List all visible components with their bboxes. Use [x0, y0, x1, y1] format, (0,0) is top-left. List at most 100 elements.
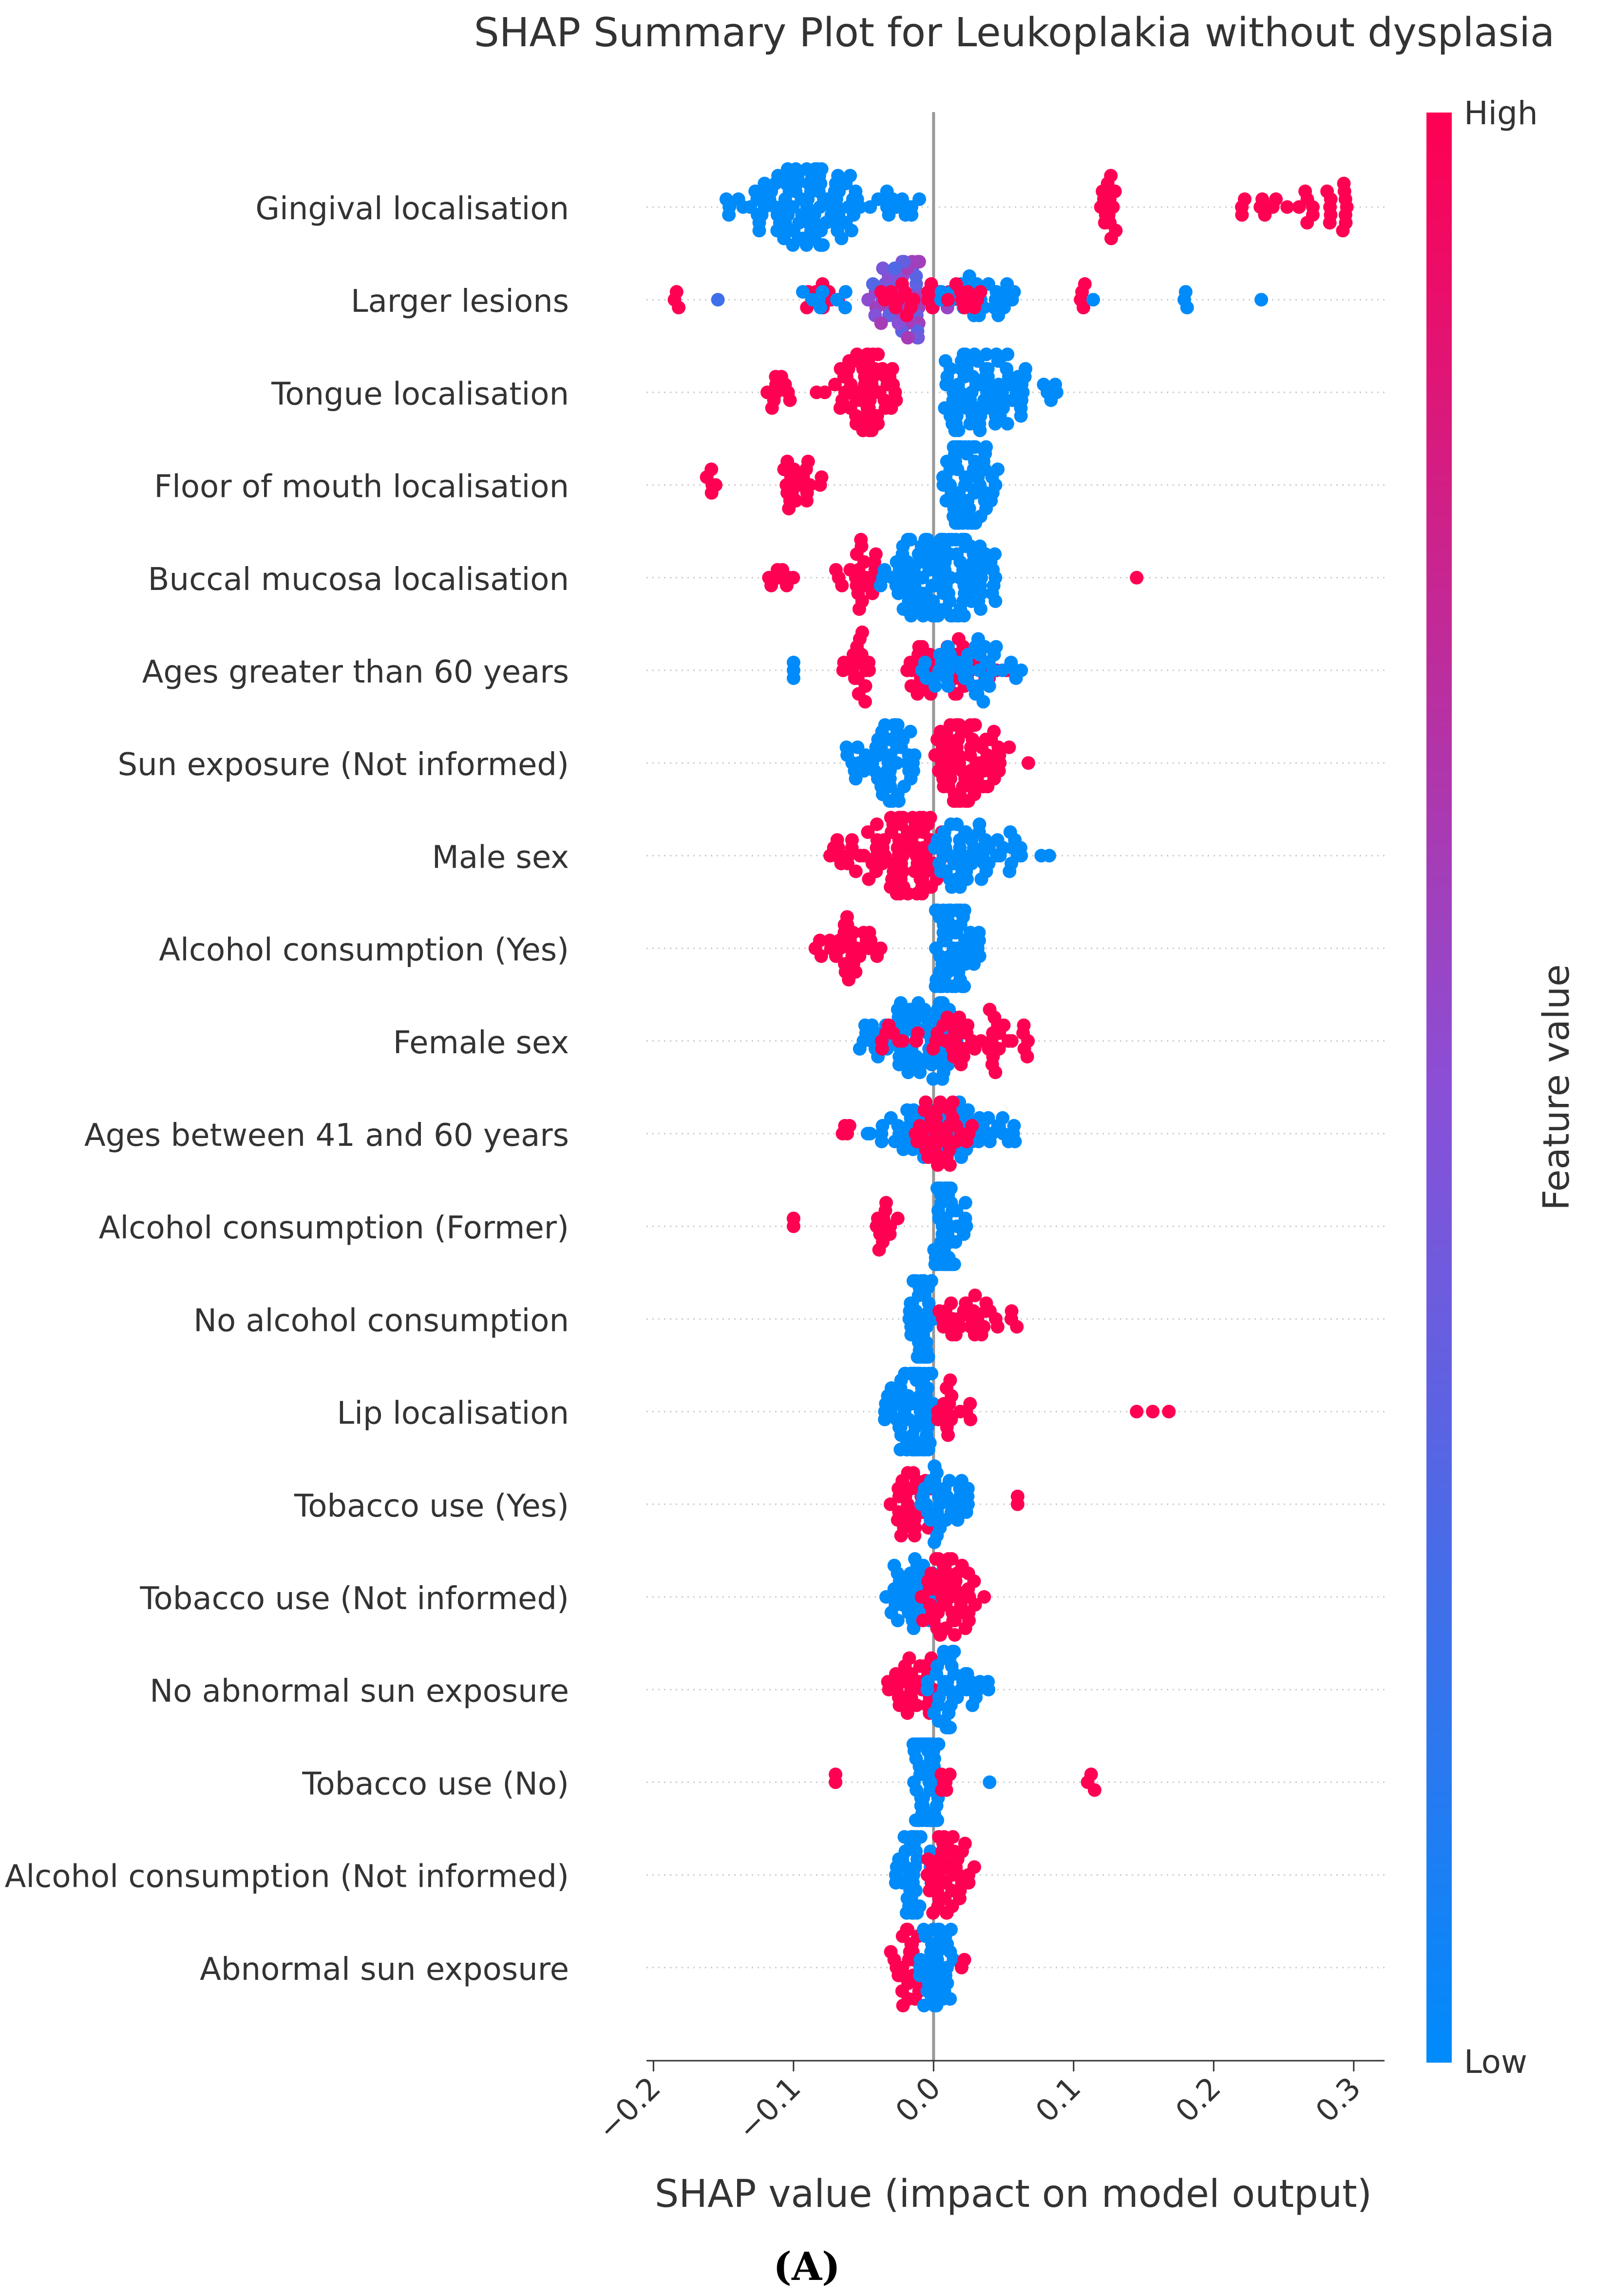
shap-point: [704, 486, 719, 500]
row-gridlines: [646, 206, 1385, 1969]
shap-point: [878, 718, 892, 732]
shap-point: [961, 1103, 975, 1117]
shap-point: [889, 301, 903, 315]
shap-point: [962, 269, 976, 283]
shap-point: [909, 1274, 923, 1288]
shap-point: [1014, 409, 1028, 423]
shap-point: [828, 378, 842, 392]
shap-point: [1011, 370, 1025, 384]
shap-point: [911, 687, 925, 701]
feature-label: Larger lesions: [351, 284, 569, 320]
shap-point: [760, 385, 774, 399]
shap-point: [919, 1095, 933, 1109]
shap-point: [1017, 1018, 1031, 1032]
shap-point: [937, 1645, 951, 1659]
shap-point: [947, 1645, 961, 1659]
shap-point: [936, 470, 950, 484]
shap-point: [892, 1968, 906, 1982]
shap-point: [948, 423, 962, 437]
shap-point: [871, 192, 885, 206]
shap-point: [731, 192, 745, 206]
shap-point: [1337, 176, 1351, 190]
shap-point: [944, 903, 958, 917]
shap-point: [853, 1042, 867, 1056]
shap-point: [719, 192, 733, 206]
dot-layer: [667, 162, 1354, 2012]
shap-point: [949, 277, 963, 291]
shap-point: [937, 825, 951, 839]
shap-point: [964, 539, 978, 553]
shap-point: [958, 301, 972, 315]
shap-point: [949, 979, 963, 993]
shap-point: [941, 1257, 955, 1271]
shap-point: [976, 695, 990, 709]
feature-label: Alcohol consumption (Former): [99, 1210, 569, 1246]
shap-point: [869, 547, 883, 561]
shap-point: [983, 1003, 997, 1017]
shap-point: [923, 1883, 937, 1898]
shap-point: [928, 679, 942, 693]
shap-point: [971, 1135, 986, 1149]
shap-point: [989, 640, 1003, 654]
shap-point: [858, 1018, 872, 1032]
shap-point: [924, 1513, 937, 1527]
shap-point: [941, 293, 955, 307]
shap-point: [900, 1442, 913, 1457]
shap-point: [1178, 285, 1193, 299]
shap-point: [931, 1922, 945, 1936]
shap-point: [943, 1373, 957, 1387]
shap-point: [908, 1529, 922, 1543]
shap-point: [844, 224, 858, 238]
shap-point: [932, 1830, 946, 1844]
shap-point: [897, 1830, 911, 1844]
shap-point: [780, 455, 795, 469]
shap-point: [910, 602, 924, 616]
shap-point: [892, 1698, 907, 1712]
shap-point: [861, 825, 875, 839]
shap-point: [990, 1320, 1005, 1334]
shap-point: [850, 578, 864, 592]
shap-point: [996, 841, 1010, 855]
shap-point: [1162, 1404, 1176, 1419]
shap-point: [887, 1558, 901, 1573]
shap-point: [953, 1404, 968, 1419]
shap-point: [764, 578, 778, 592]
shap-point: [926, 1042, 940, 1056]
shap-point: [988, 1065, 1003, 1080]
shap-point: [901, 532, 915, 547]
shap-point: [857, 849, 871, 863]
shap-point: [819, 216, 833, 230]
shap-point: [888, 261, 902, 275]
feature-label: No abnormal sun exposure: [150, 1673, 569, 1709]
shap-point: [938, 354, 952, 368]
x-tick-label: 0.0: [889, 2070, 948, 2129]
shap-point: [988, 594, 1003, 608]
shap-point: [786, 671, 800, 685]
shap-point: [963, 1397, 977, 1411]
shap-point: [991, 462, 1005, 476]
shap-point: [987, 724, 1001, 739]
shap-point: [896, 1142, 911, 1157]
shap-point: [892, 587, 906, 600]
shap-point: [838, 301, 852, 315]
shap-point: [1300, 216, 1314, 230]
shap-point: [877, 563, 892, 577]
shap-point: [958, 1195, 972, 1210]
shap-point: [891, 1613, 905, 1628]
shap-point: [786, 238, 800, 252]
x-axis-ticks: −0.2 −0.1 0.0 0.1 0.2 0.3: [590, 2061, 1367, 2147]
shap-point: [952, 1891, 967, 1905]
shap-point: [829, 1767, 843, 1782]
shap-point: [891, 1003, 905, 1017]
shap-point: [906, 764, 920, 778]
shap-point: [874, 285, 888, 299]
shap-point: [937, 779, 951, 794]
shap-point: [845, 833, 859, 847]
shap-point: [904, 1328, 918, 1342]
shap-point: [973, 539, 987, 553]
shap-point: [989, 347, 1004, 361]
shap-point: [936, 532, 950, 547]
shap-point: [913, 1953, 928, 1967]
shap-point: [814, 238, 828, 252]
